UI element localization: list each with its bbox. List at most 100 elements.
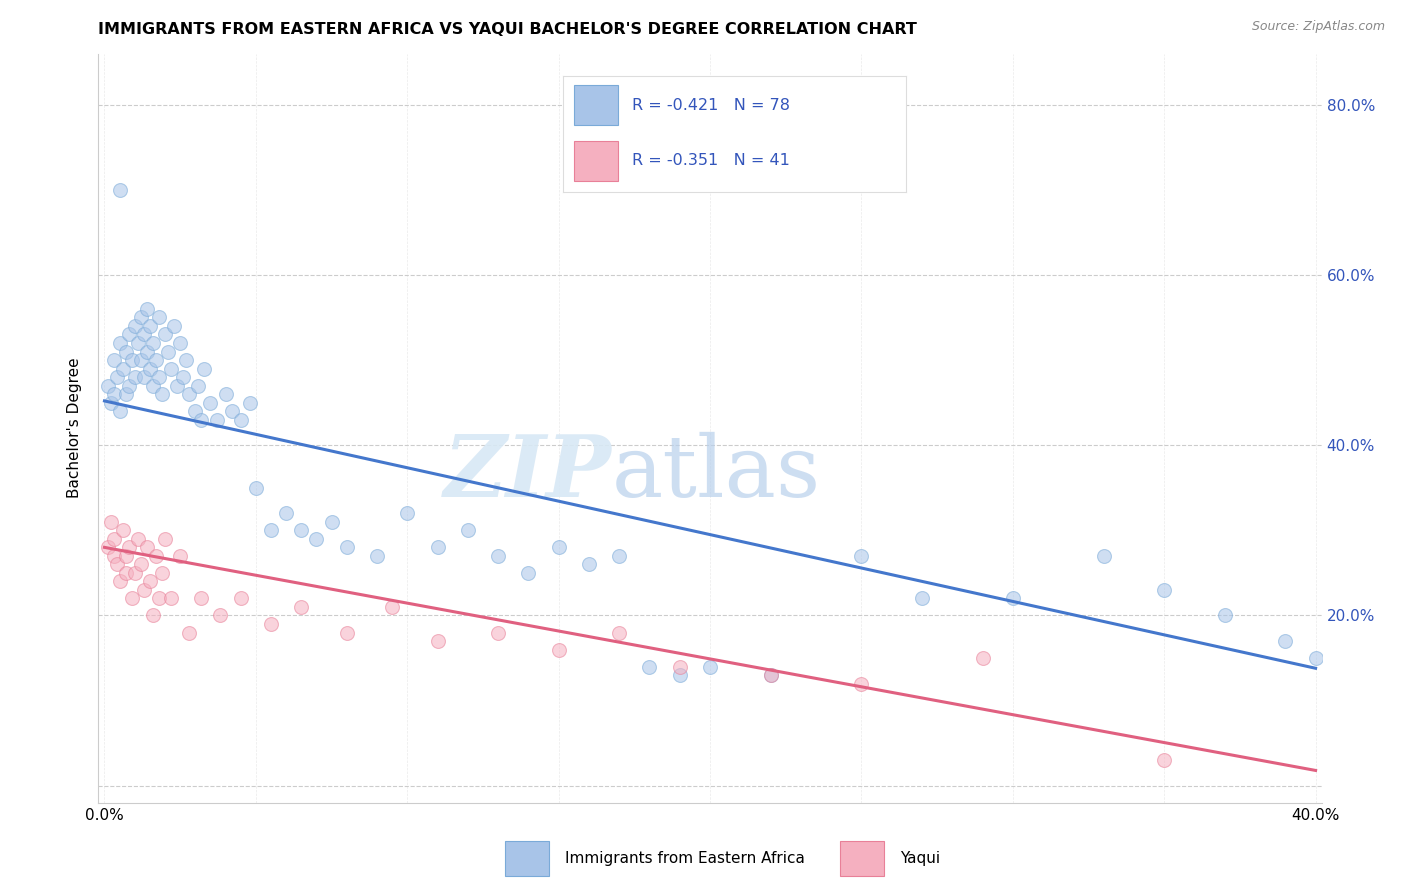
Point [381,599,404,614]
Point [200,395,222,409]
Point [100,395,122,409]
Point [150,566,173,580]
Point [114,387,136,401]
Point [103,532,125,546]
Point [148,310,170,325]
Point [103,549,125,563]
Point [366,549,388,563]
Point [118,327,141,342]
Point [260,524,283,538]
Point [486,625,509,640]
Point [1153,753,1175,767]
Point [108,404,131,418]
Text: ZIP: ZIP [444,432,612,515]
Point [132,582,155,597]
Point [121,353,143,368]
Point [114,549,136,563]
Point [184,404,207,418]
Point [547,541,569,555]
Point [851,549,873,563]
Point [1092,549,1115,563]
Point [148,370,170,384]
Point [157,344,180,359]
Point [336,541,359,555]
Point [108,183,131,197]
Point [174,353,197,368]
Point [96,378,118,392]
Text: atlas: atlas [612,432,821,515]
Point [108,574,131,589]
Text: Source: ZipAtlas.com: Source: ZipAtlas.com [1251,20,1385,33]
Point [153,532,176,546]
Point [193,361,215,376]
Point [172,370,194,384]
Point [851,676,873,690]
Point [124,370,146,384]
Point [1305,651,1327,665]
Point [142,336,165,351]
Point [118,378,141,392]
Point [179,387,201,401]
Point [517,566,540,580]
Point [124,566,146,580]
Point [179,625,201,640]
Point [457,524,479,538]
Point [148,591,170,606]
Text: IMMIGRANTS FROM EASTERN AFRICA VS YAQUI BACHELOR'S DEGREE CORRELATION CHART: IMMIGRANTS FROM EASTERN AFRICA VS YAQUI … [98,22,917,37]
Point [578,558,600,572]
Point [166,378,188,392]
Point [208,608,231,623]
Y-axis label: Bachelor's Degree: Bachelor's Degree [67,358,83,499]
Point [103,387,125,401]
Point [221,404,243,418]
Bar [505,841,548,876]
Point [150,387,173,401]
Point [135,301,157,316]
Point [486,549,509,563]
Point [105,558,128,572]
Point [118,541,141,555]
Point [127,532,149,546]
Point [911,591,934,606]
Point [638,659,661,673]
Point [214,387,236,401]
Point [105,370,128,384]
Point [190,412,212,426]
Point [127,336,149,351]
Point [139,318,162,333]
Point [1153,582,1175,597]
Point [129,353,152,368]
Point [160,591,183,606]
Point [160,361,183,376]
Point [111,524,134,538]
Point [132,370,155,384]
Point [121,591,143,606]
Point [547,642,569,657]
Point [290,599,312,614]
Point [260,617,283,632]
Point [396,506,419,520]
Point [668,668,690,682]
Point [190,591,212,606]
Point [169,549,191,563]
Point [139,574,162,589]
Bar [841,841,884,876]
Point [759,668,782,682]
Point [276,506,298,520]
Point [114,344,136,359]
Point [759,668,782,682]
Point [607,625,630,640]
Point [153,327,176,342]
Point [972,651,994,665]
Point [187,378,209,392]
Point [135,541,157,555]
Point [108,336,131,351]
Point [239,395,262,409]
Point [426,634,449,648]
Point [426,541,449,555]
Point [321,515,343,529]
Point [699,659,721,673]
Point [1274,634,1296,648]
Point [100,515,122,529]
Point [96,541,118,555]
